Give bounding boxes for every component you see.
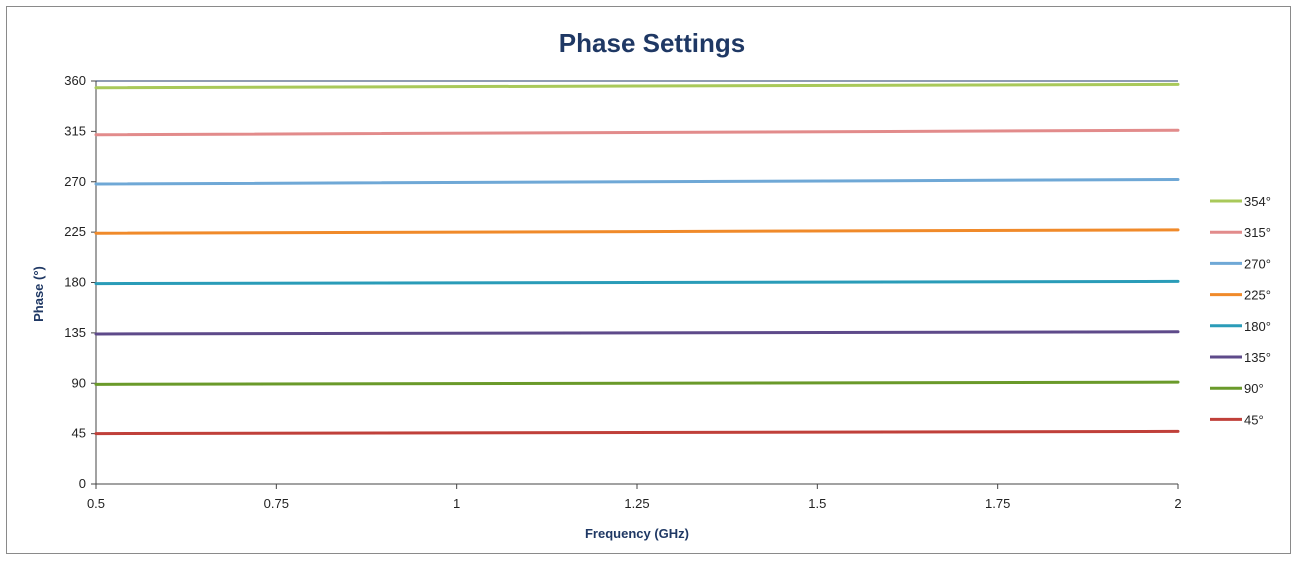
series-line: [94, 380, 1180, 386]
x-tick-label: 1: [453, 496, 460, 511]
x-tick-label: 0.5: [87, 496, 105, 511]
series-line: [94, 178, 1180, 186]
legend-label: 315°: [1244, 225, 1271, 240]
y-tick-label: 180: [64, 275, 86, 290]
legend-label: 354°: [1244, 194, 1271, 209]
plot-area: 0 45 90 135 180 225 270 315 360 0.5 0.75 1 1.25 1.5 1.…: [64, 73, 1181, 511]
x-tick-label: 2: [1174, 496, 1181, 511]
x-tick-label: 1.5: [808, 496, 826, 511]
x-axis-title: Frequency (GHz): [585, 526, 689, 541]
series-line: [94, 429, 1180, 436]
legend-label: 45°: [1244, 412, 1264, 427]
line-chart: Phase Settings Phase (°) Frequency (GHz)…: [31, 28, 1271, 541]
x-tick-label: 1.75: [985, 496, 1010, 511]
legend-label: 180°: [1244, 319, 1271, 334]
x-tick-label: 0.75: [264, 496, 289, 511]
y-tick-label: 135: [64, 325, 86, 340]
series-line: [94, 228, 1180, 235]
y-axis-title: Phase (°): [31, 266, 46, 322]
legend: 354° 315° 270° 225° 180° 135° 90° 45°: [1210, 194, 1271, 427]
chart-frame: Phase Settings Phase (°) Frequency (GHz)…: [6, 6, 1291, 554]
x-tick-label: 1.25: [624, 496, 649, 511]
y-tick-label: 45: [72, 426, 86, 441]
y-tick-label: 90: [72, 375, 86, 390]
series-line: [94, 279, 1180, 286]
legend-label: 90°: [1244, 381, 1264, 396]
series-line: [94, 330, 1180, 336]
y-tick-label: 0: [79, 476, 86, 491]
series-line: [94, 128, 1180, 137]
legend-label: 225°: [1244, 288, 1271, 303]
legend-label: 135°: [1244, 350, 1271, 365]
series-line: [94, 82, 1180, 90]
y-tick-label: 315: [64, 123, 86, 138]
y-tick-label: 270: [64, 174, 86, 189]
chart-title: Phase Settings: [559, 28, 745, 58]
y-tick-label: 225: [64, 224, 86, 239]
y-tick-label: 360: [64, 73, 86, 88]
legend-label: 270°: [1244, 256, 1271, 271]
